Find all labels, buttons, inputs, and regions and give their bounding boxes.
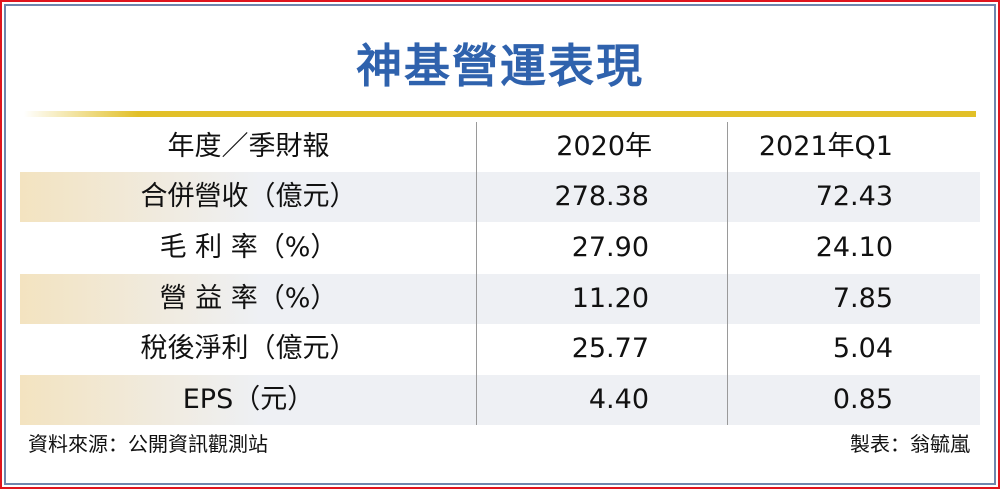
- header-label: 年度／季財報: [167, 131, 330, 162]
- table-row: 合併營收（億元） 278.38 72.43: [20, 172, 980, 222]
- column-divider: [476, 122, 477, 425]
- value-2021q1: 0.85: [832, 384, 893, 416]
- table-header: 年度／季財報 2020年 2021年Q1: [20, 122, 980, 172]
- header-2020: 2020年: [556, 131, 652, 162]
- column-divider: [727, 122, 728, 425]
- table-row: 稅後淨利（億元） 25.77 5.04: [20, 324, 980, 374]
- value-2020: 27.90: [571, 231, 649, 263]
- value-2020: 25.77: [571, 333, 649, 365]
- table-row: 營 益 率（%） 11.20 7.85: [20, 273, 980, 324]
- header-2021q1: 2021年Q1: [758, 131, 893, 162]
- value-2021q1: 5.04: [832, 333, 893, 365]
- row-label: 毛 利 率（%）: [159, 231, 338, 263]
- table-row: EPS（元） 4.40 0.85: [20, 375, 980, 426]
- value-2021q1: 24.10: [815, 231, 893, 263]
- row-label: 合併營收（億元）: [140, 181, 357, 212]
- value-2020: 4.40: [588, 384, 649, 416]
- source-note: 資料來源：公開資訊觀測站: [28, 432, 268, 456]
- row-label: 營 益 率（%）: [159, 282, 338, 314]
- author-note: 製表：翁毓嵐: [850, 432, 970, 456]
- title-underline: [24, 111, 976, 117]
- value-2021q1: 7.85: [832, 282, 893, 314]
- value-2021q1: 72.43: [815, 181, 893, 212]
- value-2020: 278.38: [554, 181, 649, 212]
- inner-border: [4, 4, 996, 485]
- chart-title: 神基營運表現: [356, 39, 644, 93]
- row-label: EPS（元）: [182, 384, 315, 416]
- table-row: 毛 利 率（%） 27.90 24.10: [20, 223, 980, 273]
- value-2020: 11.20: [571, 282, 649, 314]
- row-label: 稅後淨利（億元）: [140, 333, 357, 365]
